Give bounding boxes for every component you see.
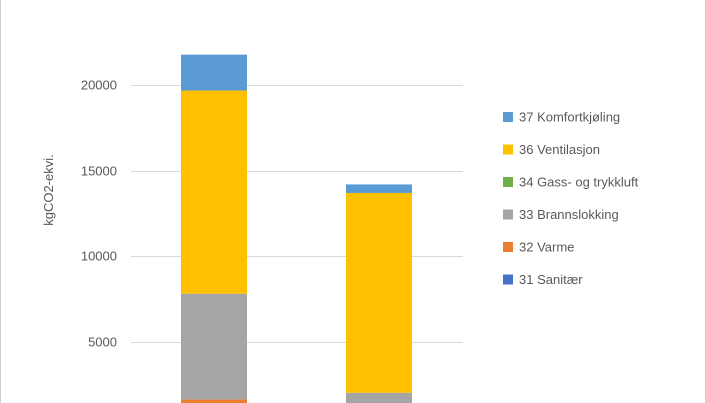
bar-segment bbox=[346, 184, 412, 193]
legend-label: 36 Ventilasjon bbox=[519, 142, 600, 157]
legend: 37 Komfortkjøling 36 Ventilasjon 34 Gass- … bbox=[503, 110, 639, 287]
y-tick-labels: 5000 10000 15000 20000 bbox=[81, 78, 117, 350]
legend-item: 36 Ventilasjon bbox=[503, 142, 600, 157]
legend-label: 33 Brannslokking bbox=[519, 207, 619, 222]
y-tick-label: 15000 bbox=[81, 164, 117, 179]
bar-segment bbox=[181, 399, 247, 403]
legend-item: 37 Komfortkjøling bbox=[503, 110, 620, 125]
legend-swatch bbox=[503, 209, 513, 220]
legend-swatch bbox=[503, 242, 513, 252]
legend-label: 32 Varme bbox=[519, 240, 574, 255]
legend-swatch bbox=[503, 144, 513, 155]
legend-swatch bbox=[503, 112, 513, 122]
legend-item: 33 Brannslokking bbox=[503, 207, 619, 222]
y-tick-label: 10000 bbox=[81, 249, 117, 264]
bars bbox=[181, 54, 412, 403]
bar-segment bbox=[346, 192, 412, 393]
bar-segment bbox=[181, 54, 247, 91]
legend-swatch bbox=[503, 177, 513, 187]
bar-segment bbox=[346, 392, 412, 403]
legend-label: 34 Gass- og trykkluft bbox=[519, 175, 639, 190]
bar-segment bbox=[181, 293, 247, 400]
legend-label: 37 Komfortkjøling bbox=[519, 110, 620, 125]
y-tick-label: 5000 bbox=[88, 335, 117, 350]
legend-item: 31 Sanitær bbox=[503, 272, 583, 287]
legend-item: 32 Varme bbox=[503, 240, 574, 255]
legend-label: 31 Sanitær bbox=[519, 272, 583, 287]
y-axis-title: kgCO2-ekvi. bbox=[41, 154, 56, 226]
bar-segment bbox=[181, 90, 247, 294]
gridlines bbox=[131, 85, 463, 343]
y-tick-label: 20000 bbox=[81, 78, 117, 93]
legend-item: 34 Gass- og trykkluft bbox=[503, 175, 639, 190]
legend-swatch bbox=[503, 274, 513, 285]
